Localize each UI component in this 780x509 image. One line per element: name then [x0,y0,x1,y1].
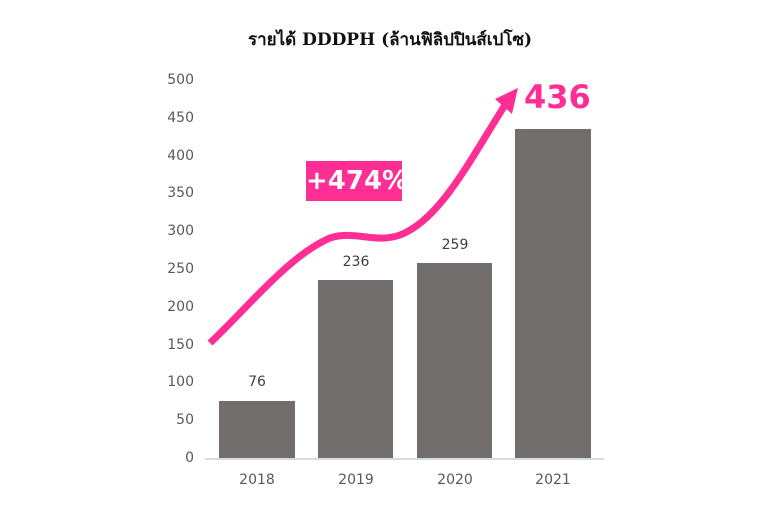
chart-title: รายได้ DDDPH (ล้านฟิลิปปินส์เปโซ) [247,30,533,50]
bar-2019 [318,280,393,458]
x-axis-line [205,458,604,460]
bar-2020 [417,263,492,458]
bar-2021 [515,129,591,458]
growth-badge: +474% [306,161,408,201]
x-tick: 2021 [535,472,571,488]
y-tick: 100 [167,374,194,390]
final-value-callout: 436 [524,78,591,116]
y-tick: 350 [167,185,194,201]
x-tick: 2020 [437,472,473,488]
y-tick: 500 [167,72,194,88]
y-tick: 300 [167,223,194,239]
y-tick: 250 [167,261,194,277]
bar-value-label: 259 [441,237,469,253]
y-tick: 150 [167,337,194,353]
bar-2018 [219,401,295,458]
x-tick: 2018 [239,472,275,488]
y-tick: 450 [167,110,194,126]
y-tick: 200 [167,299,194,315]
x-tick: 2019 [338,472,374,488]
bar-value-label: 76 [248,374,266,390]
y-tick: 400 [167,148,194,164]
y-tick: 0 [185,450,194,466]
bar-value-label: 236 [342,254,370,270]
y-tick: 50 [176,412,194,428]
